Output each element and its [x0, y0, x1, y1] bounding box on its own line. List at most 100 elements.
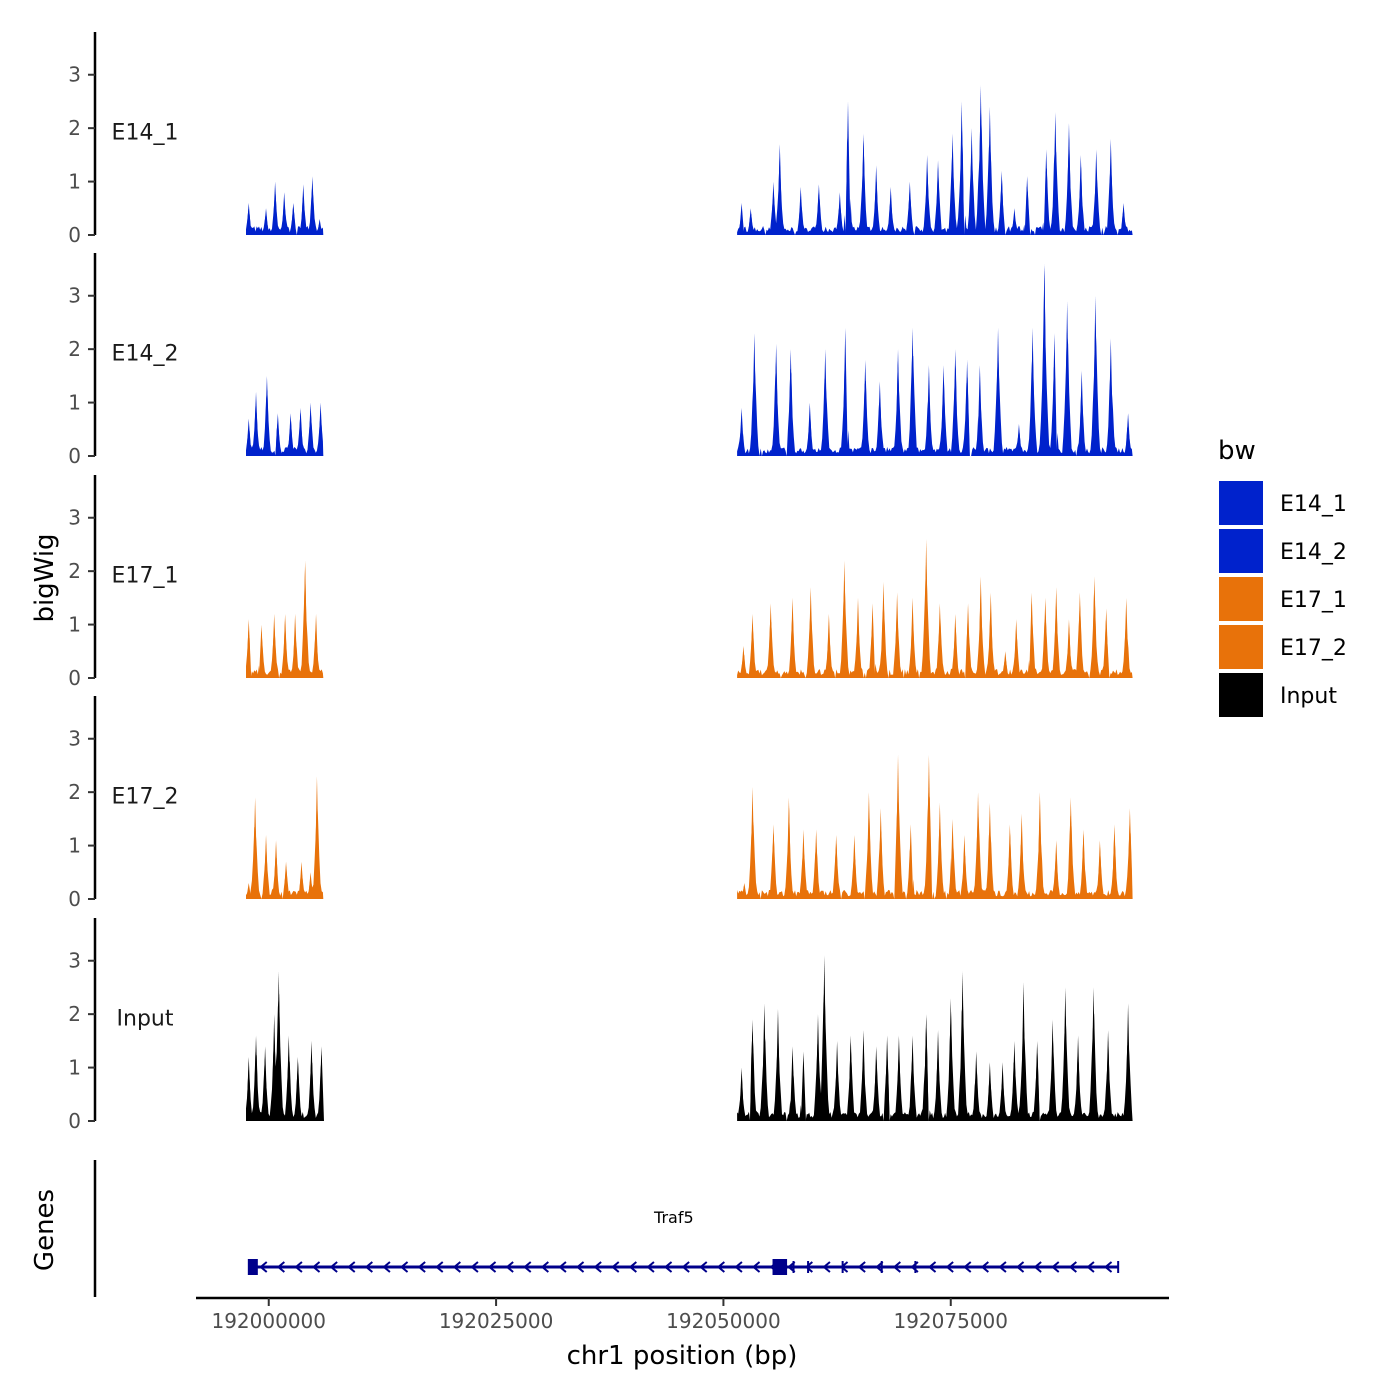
coverage-peak — [1002, 651, 1008, 678]
coverage-peak — [283, 861, 289, 899]
coverage-peak — [318, 1046, 324, 1121]
strand-arrow — [857, 1261, 866, 1273]
coverage-peak — [1097, 840, 1103, 899]
coverage-peak — [937, 802, 943, 899]
strand-arrow — [311, 1261, 321, 1273]
coverage-peak — [271, 613, 277, 678]
coverage-peak — [800, 1051, 806, 1121]
coverage-peak — [950, 133, 956, 235]
coverage-peak — [978, 576, 984, 678]
coverage-peak — [866, 792, 872, 899]
coverage-peak — [1042, 597, 1048, 678]
track-label: E14_1 — [112, 121, 179, 146]
x-axis-title: chr1 position (bp) — [567, 1341, 798, 1371]
coverage-peak — [750, 613, 756, 678]
strand-arrow — [452, 1261, 461, 1273]
coverage-peak — [878, 808, 884, 899]
strand-arrow — [1033, 1261, 1042, 1273]
strand-arrow — [1103, 1261, 1113, 1273]
coverage-peak — [1066, 122, 1072, 235]
coverage-peak — [822, 349, 828, 456]
y-tick-label: 3 — [68, 949, 81, 973]
strand-arrow — [523, 1261, 532, 1273]
coverage-peak — [1000, 1062, 1006, 1121]
coverage-peak — [1050, 1019, 1056, 1121]
coverage-peak — [988, 592, 994, 678]
strand-arrow — [945, 1261, 954, 1273]
coverage-peak — [786, 797, 792, 899]
coverage-peak — [826, 613, 832, 678]
coverage-peak — [1062, 987, 1068, 1121]
coverage-peak — [1081, 829, 1087, 899]
y-tick-label: 2 — [68, 116, 81, 140]
coverage-peak — [964, 359, 970, 456]
coverage-peak — [1079, 370, 1085, 456]
coverage-peak — [308, 1040, 314, 1121]
coverage-peak — [926, 365, 932, 456]
y-tick-label: 1 — [68, 391, 81, 415]
coverage-peak — [1007, 824, 1013, 899]
coverage-peak — [923, 539, 929, 678]
coverage-peak — [1052, 112, 1058, 235]
coverage-peak — [281, 192, 287, 235]
coverage-peak — [1091, 987, 1097, 1121]
y-tick-label: 3 — [68, 506, 81, 530]
coverage-peak — [978, 85, 984, 235]
coverage-peak — [952, 349, 958, 456]
coverage-peak — [1103, 608, 1109, 678]
coverage-peak — [833, 834, 839, 899]
coverage-peak — [1053, 840, 1059, 899]
coverage-peak — [1051, 333, 1057, 456]
coverage-peak — [950, 818, 956, 899]
strand-arrow — [505, 1261, 514, 1273]
coverage-peak — [923, 1014, 929, 1121]
coverage-peak — [880, 581, 886, 678]
coverage-peak — [768, 603, 774, 678]
strand-arrow — [927, 1261, 937, 1273]
coverage-peak — [1068, 797, 1074, 899]
coverage-peak — [777, 144, 783, 235]
legend-label: Input — [1280, 684, 1337, 709]
coverage-peak — [298, 861, 304, 899]
strand-arrow — [1086, 1261, 1095, 1273]
coverage-area — [737, 985, 1133, 1121]
coverage-peak — [924, 154, 930, 235]
coverage-peak — [995, 327, 1001, 456]
strand-arrow — [382, 1261, 391, 1273]
coverage-peak — [298, 407, 304, 456]
coverage-peak — [253, 1035, 259, 1121]
coverage-peak — [842, 327, 848, 456]
strand-arrow — [294, 1261, 303, 1273]
legend-swatch — [1219, 673, 1263, 717]
strand-arrow — [399, 1261, 409, 1273]
legend-label: E14_2 — [1280, 540, 1347, 565]
coverage-peak — [987, 106, 993, 235]
coverage-peak — [841, 560, 847, 678]
strand-arrow — [575, 1261, 585, 1273]
strand-arrow — [628, 1261, 637, 1273]
strand-arrow — [611, 1261, 620, 1273]
y-tick-label: 1 — [68, 1056, 81, 1080]
legend-swatch — [1219, 577, 1263, 621]
track-E14_2: 0 1 2 3 E14_2 — [68, 253, 1133, 468]
track-E14_1: 0 1 2 3 E14_1 — [68, 32, 1133, 247]
strand-arrow — [1051, 1261, 1060, 1273]
coverage-peak — [252, 797, 258, 899]
coverage-peak — [741, 882, 747, 899]
coverage-peak — [246, 202, 252, 235]
y-axis-title: bigWig — [30, 533, 60, 622]
coverage-peak — [318, 402, 324, 456]
coverage-peak — [894, 592, 900, 678]
coverage-peak — [302, 560, 308, 678]
coverage-peak — [800, 829, 806, 899]
y-tick-label: 1 — [68, 834, 81, 858]
coverage-peak — [290, 202, 296, 235]
coverage-peak — [888, 186, 894, 235]
y-tick-label: 0 — [68, 223, 81, 247]
strand-arrow — [470, 1261, 479, 1273]
strand-arrow — [364, 1261, 373, 1273]
y-tick-label: 3 — [68, 284, 81, 308]
x-tick-label: 192025000 — [439, 1309, 554, 1333]
coverage-peak — [862, 359, 868, 456]
coverage-peak — [770, 181, 776, 235]
